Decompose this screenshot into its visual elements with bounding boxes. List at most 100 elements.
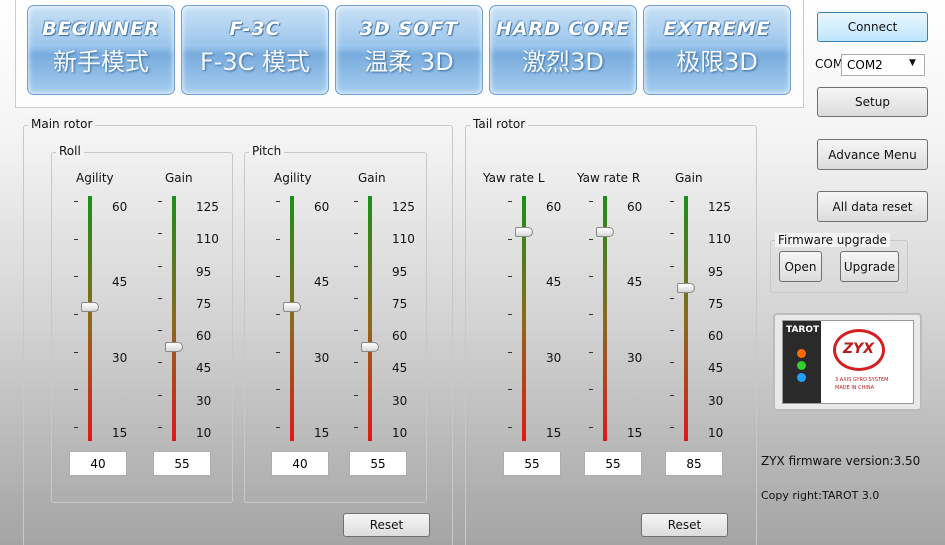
mode-title: BEGINNER: [42, 18, 160, 40]
tick-dash: [74, 351, 78, 353]
tick-dash: [589, 314, 593, 315]
reset-button[interactable]: Reset: [343, 513, 430, 537]
value-input[interactable]: 85: [665, 451, 723, 476]
tick-dash: [74, 238, 78, 240]
slider-thumb[interactable]: [515, 227, 533, 238]
slider-label: Gain: [675, 171, 703, 185]
slider-thumb[interactable]: [596, 227, 614, 238]
mode-subtitle: 新手模式: [53, 48, 149, 76]
tick-label: 10: [196, 426, 212, 440]
slider-thumb[interactable]: [81, 302, 99, 313]
tick-label: 60: [392, 329, 408, 344]
dropdown-arrow: ▼: [909, 58, 916, 68]
tick-label: 75: [708, 296, 724, 311]
value-input[interactable]: 40: [271, 451, 329, 476]
value-input[interactable]: 55: [349, 451, 407, 476]
copyright: Copy right:TAROT 3.0: [761, 489, 880, 502]
upgrade-button[interactable]: Upgrade: [840, 251, 899, 282]
tick-dash: [508, 201, 512, 202]
setup-button[interactable]: Setup: [817, 87, 928, 117]
slider-track: [368, 196, 372, 441]
tick-label: 125: [196, 200, 219, 214]
tick-label: 30: [314, 350, 330, 365]
mode-button[interactable]: BEGINNER 新手模式: [27, 5, 175, 95]
mode-button[interactable]: HARD CORE 激烈3D: [489, 5, 637, 95]
device-image: TAROT ZYX 3 AXIS GYRO SYSTEM MADE IN CHINA: [773, 313, 922, 411]
tick-label: 15: [546, 426, 562, 440]
tick-dash: [74, 201, 78, 202]
tick-dash: [508, 427, 512, 428]
tick-dash: [276, 201, 280, 202]
tick-label: 45: [112, 275, 128, 290]
tick-label: 110: [708, 232, 731, 247]
mode-button[interactable]: F-3C F-3C 模式: [181, 5, 329, 95]
tick-dash: [508, 389, 512, 391]
tick-label: 60: [196, 329, 212, 344]
value-input[interactable]: 55: [584, 451, 642, 476]
tick-label: 60: [627, 200, 643, 214]
tick-label: 75: [392, 296, 408, 311]
tick-label: 60: [112, 200, 128, 214]
slider-label: Gain: [358, 171, 386, 185]
main-rotor-group: [23, 125, 453, 545]
tick-label: 45: [627, 275, 643, 290]
tick-dash: [670, 427, 674, 428]
tick-label: 95: [392, 264, 408, 279]
tick-label: 125: [708, 200, 731, 214]
tick-dash: [158, 297, 162, 299]
device-led: [797, 361, 806, 370]
value-input[interactable]: 40: [69, 451, 127, 476]
device-origin: MADE IN CHINA: [835, 385, 875, 391]
tick-dash: [589, 427, 593, 428]
reset-button[interactable]: Reset: [641, 513, 728, 537]
slider-thumb[interactable]: [165, 341, 183, 352]
slider-track: [522, 196, 526, 441]
value-input[interactable]: 55: [153, 451, 211, 476]
mode-title: EXTREME: [663, 18, 771, 40]
tick-dash: [354, 265, 358, 267]
tick-label: 45: [314, 275, 330, 290]
value-input[interactable]: 55: [503, 451, 561, 476]
tick-dash: [354, 201, 358, 202]
tick-label: 45: [708, 361, 724, 376]
tick-dash: [276, 389, 280, 391]
tick-dash: [670, 394, 674, 396]
com-select[interactable]: COM2: [841, 54, 925, 76]
all-data-reset-button[interactable]: All data reset: [817, 191, 928, 222]
tick-dash: [589, 201, 593, 202]
slider-thumb[interactable]: [677, 282, 695, 293]
slider-thumb[interactable]: [283, 302, 301, 313]
tick-label: 60: [708, 329, 724, 344]
tick-label: 30: [708, 393, 724, 408]
open-button[interactable]: Open: [779, 251, 822, 282]
tail-rotor-group-title: Tail rotor: [470, 117, 529, 131]
tick-label: 110: [392, 232, 415, 247]
tick-dash: [670, 265, 674, 267]
tick-label: 30: [392, 393, 408, 408]
device-ring: [833, 329, 885, 371]
tick-label: 75: [196, 296, 212, 311]
tick-dash: [589, 351, 593, 353]
tick-dash: [589, 389, 593, 391]
tick-label: 10: [708, 426, 724, 440]
connect-button[interactable]: Connect: [817, 12, 928, 42]
tick-label: 45: [196, 361, 212, 376]
device-caption: 3 AXIS GYRO SYSTEM: [835, 377, 889, 383]
mode-subtitle: 温柔 3D: [364, 48, 454, 76]
device-brand: TAROT: [786, 325, 820, 335]
slider-thumb[interactable]: [361, 341, 379, 352]
mode-subtitle: F-3C 模式: [199, 48, 311, 76]
tick-label: 60: [314, 200, 330, 214]
tick-dash: [158, 265, 162, 267]
slider-label: Agility: [76, 171, 114, 185]
mode-button[interactable]: 3D SOFT 温柔 3D: [335, 5, 483, 95]
advance-menu-button[interactable]: Advance Menu: [817, 139, 928, 170]
mode-title: F-3C: [229, 18, 281, 40]
slider-track: [603, 196, 607, 441]
tick-dash: [276, 427, 280, 428]
tick-dash: [354, 233, 358, 235]
tick-dash: [354, 394, 358, 396]
pitch-group: [244, 152, 427, 503]
mode-button[interactable]: EXTREME 极限3D: [643, 5, 791, 95]
